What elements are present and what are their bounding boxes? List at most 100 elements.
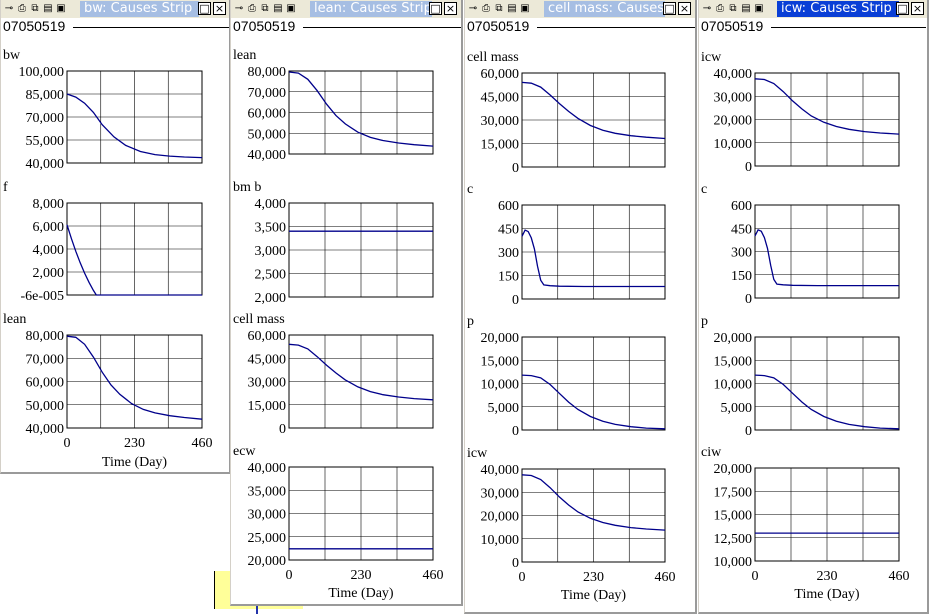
save-icon[interactable]: ▣ <box>56 3 66 14</box>
save-icon[interactable]: ▣ <box>286 3 296 14</box>
pin-icon[interactable]: ⊸ <box>468 3 478 14</box>
strip-window-bw[interactable]: ⊸ ⎙ ⧉ ▤ ▣ bw: Causes Strip □ × 07050519 … <box>0 0 231 474</box>
x-axis-label: Time (Day) <box>561 588 627 603</box>
panel-title: cell mass <box>233 312 285 327</box>
print-icon[interactable]: ⎙ <box>482 3 490 14</box>
x-tick-label: 0 <box>519 570 526 585</box>
y-tick-label: 25,000 <box>248 531 287 546</box>
panel-title: bm b <box>233 180 261 195</box>
window-titlebar[interactable]: ⊸ ⎙ ⧉ ▤ ▣ cell mass: Causes Strip □ × <box>465 0 695 18</box>
copy-icon[interactable]: ⧉ <box>261 3 269 14</box>
x-tick-label: 230 <box>817 569 838 584</box>
y-tick-label: 3,000 <box>255 244 287 259</box>
y-tick-label: 60,000 <box>26 376 65 391</box>
y-tick-label: 80,000 <box>26 329 65 344</box>
y-tick-label: 8,000 <box>33 197 65 212</box>
y-tick-label: 30,000 <box>248 508 287 523</box>
print-icon[interactable]: ⎙ <box>248 3 256 14</box>
y-tick-label: 4,000 <box>255 197 287 212</box>
y-tick-label: 150 <box>498 270 519 285</box>
strip-window-lean[interactable]: ⊸ ⎙ ⧉ ▤ ▣ lean: Causes Strip □ × 0705051… <box>230 0 463 606</box>
clipboard-icon[interactable]: ▤ <box>507 3 517 14</box>
y-tick-label: 80,000 <box>248 65 287 80</box>
run-label: 07050519 <box>467 18 530 34</box>
y-tick-label: 20,000 <box>481 510 520 525</box>
strip-window-cell-mass[interactable]: ⊸ ⎙ ⧉ ▤ ▣ cell mass: Causes Strip □ × 07… <box>464 0 697 614</box>
y-tick-label: 20,000 <box>714 462 753 477</box>
series-line-bw <box>66 93 203 159</box>
run-legend-line <box>537 27 695 28</box>
close-icon[interactable]: × <box>213 2 226 15</box>
run-label: 07050519 <box>3 18 66 34</box>
y-tick-label: 100,000 <box>19 65 65 80</box>
run-legend-line <box>771 27 926 28</box>
maximize-icon[interactable]: □ <box>663 2 676 15</box>
y-tick-label: 0 <box>745 160 752 175</box>
x-tick-label: 230 <box>583 570 604 585</box>
series-line-icw <box>521 474 666 531</box>
strip-plots: cell mass 60,000 45,000 30,000 15,000 0 c 600 45… <box>467 50 676 603</box>
panel-title: p <box>701 314 708 329</box>
y-tick-label: 40,000 <box>26 422 65 437</box>
y-tick-label: 40,000 <box>481 463 520 478</box>
y-tick-label: 2,000 <box>255 291 287 306</box>
save-icon[interactable]: ▣ <box>754 3 764 14</box>
copy-icon[interactable]: ⧉ <box>31 3 39 14</box>
y-tick-label: 15,000 <box>248 399 287 414</box>
y-tick-label: 600 <box>731 199 752 214</box>
y-tick-label: 10,000 <box>481 378 520 393</box>
close-icon[interactable]: × <box>444 2 457 15</box>
maximize-icon[interactable]: □ <box>896 2 909 15</box>
pin-icon[interactable]: ⊸ <box>702 3 712 14</box>
y-tick-label: 85,000 <box>26 88 65 103</box>
y-tick-label: 40,000 <box>248 461 287 476</box>
close-icon[interactable]: × <box>678 2 691 15</box>
y-tick-label: 30,000 <box>481 486 520 501</box>
y-tick-label: 10,000 <box>714 378 753 393</box>
run-label: 07050519 <box>701 18 764 34</box>
copy-icon[interactable]: ⧉ <box>729 3 737 14</box>
series-line-c <box>521 229 665 288</box>
clipboard-icon[interactable]: ▤ <box>43 3 53 14</box>
y-tick-label: 40,000 <box>714 67 753 82</box>
y-tick-label: 55,000 <box>26 134 65 149</box>
series-line-p <box>521 374 666 430</box>
window-titlebar[interactable]: ⊸ ⎙ ⧉ ▤ ▣ lean: Causes Strip □ × <box>231 0 461 18</box>
y-tick-label: 4,000 <box>33 243 65 258</box>
print-icon[interactable]: ⎙ <box>716 3 724 14</box>
series-line-lean <box>288 71 434 147</box>
panel-title: ciw <box>701 445 722 460</box>
background-arrow-mark <box>256 606 264 614</box>
x-axis-label: Time (Day) <box>102 455 168 470</box>
y-tick-label: 0 <box>745 424 752 439</box>
y-tick-label: 40,000 <box>26 157 65 172</box>
window-titlebar[interactable]: ⊸ ⎙ ⧉ ▤ ▣ icw: Causes Strip □ × <box>699 0 927 18</box>
pin-icon[interactable]: ⊸ <box>234 3 244 14</box>
y-tick-label: 50,000 <box>26 399 65 414</box>
y-tick-label: 60,000 <box>248 329 287 344</box>
print-icon[interactable]: ⎙ <box>18 3 26 14</box>
save-icon[interactable]: ▣ <box>520 3 530 14</box>
x-axis-label: Time (Day) <box>328 586 394 601</box>
maximize-icon[interactable]: □ <box>429 2 442 15</box>
window-titlebar[interactable]: ⊸ ⎙ ⧉ ▤ ▣ bw: Causes Strip □ × <box>1 0 229 18</box>
pin-icon[interactable]: ⊸ <box>4 3 14 14</box>
y-tick-label: 45,000 <box>481 91 520 106</box>
y-tick-label: 30,000 <box>481 114 520 129</box>
y-tick-label: 6,000 <box>33 220 65 235</box>
close-icon[interactable]: × <box>911 2 924 15</box>
strip-window-icw[interactable]: ⊸ ⎙ ⧉ ▤ ▣ icw: Causes Strip □ × 07050519… <box>698 0 929 614</box>
y-tick-label: 17,500 <box>714 485 753 500</box>
y-tick-label: 15,000 <box>481 354 520 369</box>
y-tick-label: 20,000 <box>248 554 287 569</box>
y-tick-label: 20,000 <box>714 114 753 129</box>
y-tick-label: 10,000 <box>714 555 753 570</box>
panel-title: cell mass <box>467 50 519 65</box>
copy-icon[interactable]: ⧉ <box>495 3 503 14</box>
clipboard-icon[interactable]: ▤ <box>741 3 751 14</box>
clipboard-icon[interactable]: ▤ <box>273 3 283 14</box>
maximize-icon[interactable]: □ <box>198 2 211 15</box>
series-line-c <box>754 228 899 287</box>
y-tick-label: 15,000 <box>714 509 753 524</box>
strip-plots: bw 100,000 85,000 70,000 55,000 40,000 f 8,000 6… <box>3 48 213 470</box>
